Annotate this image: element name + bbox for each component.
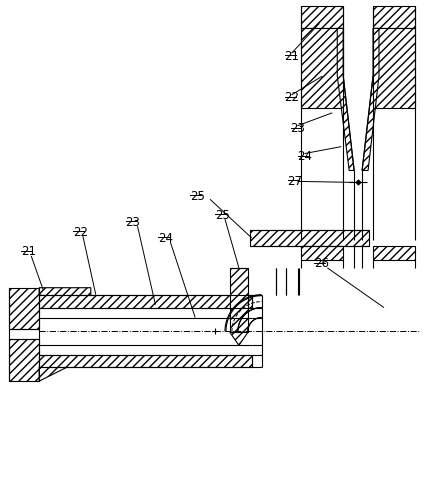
Text: 21: 21 [285, 50, 300, 63]
Polygon shape [39, 355, 91, 381]
Text: 22: 22 [285, 91, 300, 104]
Bar [301, 28, 343, 108]
Text: 23: 23 [126, 216, 141, 228]
Bar [250, 230, 369, 246]
Bar [373, 246, 415, 260]
Text: 24: 24 [158, 231, 173, 244]
Bar [301, 6, 343, 28]
Polygon shape [337, 28, 354, 171]
Polygon shape [39, 295, 252, 308]
Text: 23: 23 [290, 122, 305, 135]
Polygon shape [230, 332, 248, 346]
Polygon shape [39, 355, 252, 367]
Bar [301, 246, 343, 260]
Text: 26: 26 [314, 258, 329, 270]
Text: 22: 22 [73, 226, 88, 239]
Text: 25: 25 [190, 190, 205, 203]
Bar [9, 288, 39, 330]
Bar [373, 6, 415, 28]
Text: 27: 27 [288, 175, 303, 188]
Bar [9, 339, 39, 381]
Bar [230, 268, 248, 332]
Polygon shape [362, 28, 379, 171]
Text: 21: 21 [21, 245, 36, 259]
Polygon shape [39, 288, 91, 308]
Bar [373, 28, 415, 108]
Text: 24: 24 [297, 150, 312, 163]
Text: 25: 25 [215, 208, 230, 222]
